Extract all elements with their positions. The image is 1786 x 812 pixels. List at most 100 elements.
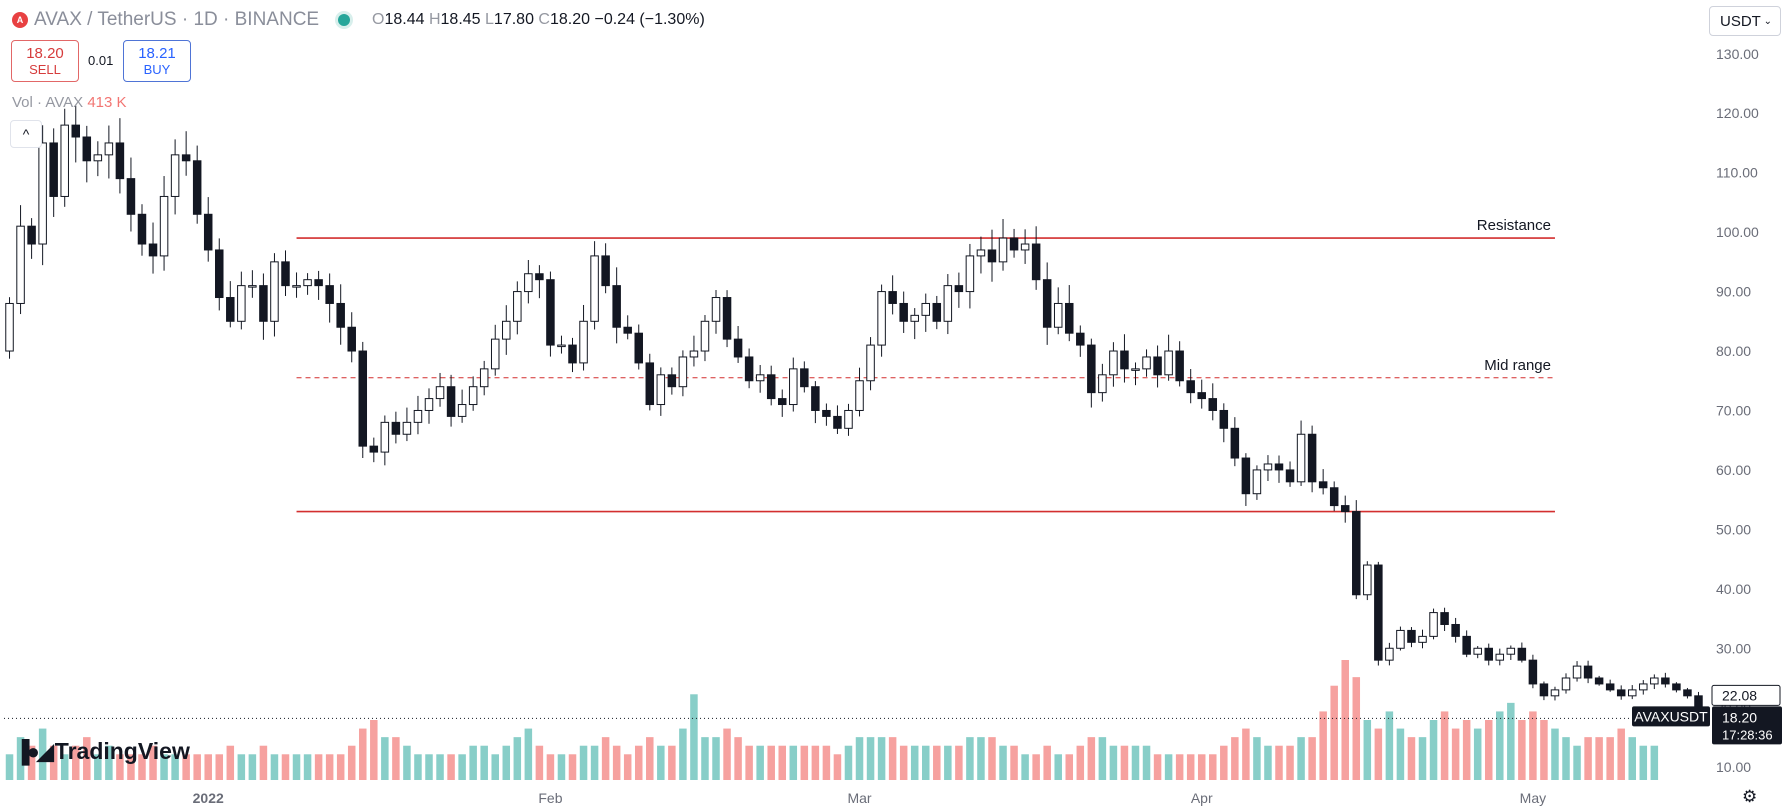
candle-body: [126, 178, 136, 215]
volume-bar: [248, 754, 257, 780]
sell-button[interactable]: 18.20 SELL: [11, 40, 79, 82]
candle: [1661, 672, 1670, 688]
candle-body: [777, 398, 787, 406]
volume-bar: [381, 737, 389, 780]
candle: [1561, 673, 1571, 694]
candle: [369, 437, 379, 463]
candle-body: [1098, 374, 1107, 394]
candle: [766, 365, 776, 406]
volume-bar: [1164, 754, 1173, 780]
candle-body: [833, 415, 842, 429]
volume-bars: [5, 660, 1659, 780]
volume-bar: [623, 754, 632, 780]
candlesticks: [5, 105, 1703, 723]
candle-body: [104, 142, 114, 156]
volume-bar: [1540, 720, 1548, 780]
candle-body: [93, 154, 103, 162]
candle-body: [766, 374, 776, 400]
volume-bar: [1551, 728, 1559, 780]
low-value: 17.80: [493, 11, 534, 28]
candle-body: [733, 338, 743, 358]
volume-bar: [1220, 745, 1228, 780]
candle-body: [1230, 427, 1240, 459]
volume-bar: [988, 737, 996, 780]
candle: [502, 305, 511, 355]
candle-body: [1683, 689, 1692, 697]
candle: [546, 271, 555, 357]
candle-body: [1517, 647, 1527, 661]
candle-body: [755, 374, 765, 382]
ticker-label: AVAXUSDT: [1634, 708, 1708, 724]
volume-bar: [1120, 745, 1129, 780]
candle: [1683, 687, 1692, 699]
candle: [490, 324, 500, 376]
level-label: Mid range: [1484, 357, 1551, 374]
candle-body: [402, 421, 412, 435]
volume-bar: [601, 737, 610, 780]
status-dot-icon: [338, 14, 350, 26]
chevron-up-icon[interactable]: ^: [10, 120, 42, 148]
candle-body: [71, 124, 81, 138]
candle: [1517, 642, 1527, 663]
volume-bar: [933, 745, 941, 780]
candle: [248, 270, 257, 298]
candle-body: [1650, 677, 1659, 685]
time-axis-label: May: [1520, 790, 1546, 806]
candle: [1208, 383, 1218, 421]
candle: [932, 295, 942, 330]
volume-bar: [1462, 720, 1471, 780]
candle-body: [137, 213, 147, 245]
candle-body: [1451, 623, 1460, 637]
candle: [314, 270, 323, 300]
candle-body: [1539, 683, 1549, 697]
volume-bar: [1231, 737, 1239, 780]
candle-body: [1318, 481, 1328, 489]
buy-button[interactable]: 18.21 BUY: [123, 40, 191, 82]
volume-bar: [226, 745, 235, 780]
volume-bar: [1341, 660, 1349, 780]
marked-price-label: 22.08: [1722, 687, 1757, 703]
candle-body: [226, 297, 235, 322]
volume-bar: [171, 754, 179, 780]
volume-bar: [1363, 720, 1372, 780]
candle-body: [1616, 689, 1626, 697]
candle-body: [358, 350, 368, 447]
gear-icon[interactable]: ⚙: [1742, 787, 1758, 806]
volume-bar: [1065, 754, 1074, 780]
candle-body: [634, 332, 643, 364]
candle: [800, 361, 809, 393]
candle-body: [1031, 243, 1041, 281]
last-price-tag: [1712, 706, 1782, 745]
volume-bar: [833, 754, 842, 780]
volume-bar: [579, 745, 588, 780]
countdown-label: 17:28:36: [1722, 727, 1773, 742]
candle: [325, 273, 334, 323]
candle: [226, 281, 235, 328]
time-axis: 2022FebMarAprMayJun: [193, 790, 1546, 806]
candle: [656, 367, 666, 416]
candle: [1352, 500, 1361, 600]
volume-bar: [789, 745, 798, 780]
tradingview-logo[interactable]: ▐●◢ TradingView: [14, 738, 190, 764]
candle: [733, 326, 743, 363]
candle: [557, 335, 566, 354]
candle: [612, 267, 621, 344]
candle: [524, 260, 533, 304]
symbol-title[interactable]: AVAX / TetherUS · 1D · BINANCE: [34, 9, 320, 30]
volume-bar: [1606, 737, 1614, 780]
candle-body: [1120, 350, 1129, 370]
candle: [281, 250, 290, 296]
candle-body: [623, 326, 632, 334]
currency-select[interactable]: USDT ⌄: [1709, 6, 1781, 36]
candle: [1650, 674, 1659, 690]
candle: [877, 284, 886, 357]
candle-body: [1429, 612, 1438, 637]
candle-body: [1131, 368, 1140, 371]
candle: [1340, 495, 1350, 523]
candle: [822, 403, 831, 426]
candle-body: [259, 285, 268, 322]
candle-body: [115, 142, 125, 180]
candle: [1042, 262, 1052, 345]
volume-bar: [1451, 728, 1460, 780]
